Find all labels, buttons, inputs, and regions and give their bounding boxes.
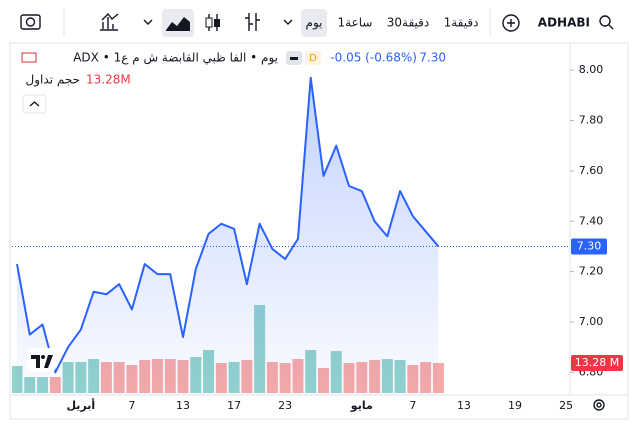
x-tick-label: 7: [128, 399, 135, 412]
interval[interactable]: يوم: [306, 16, 323, 31]
toolbar: يوم 1ساعة 30دقيقة 1دقيقة ADHABI: [20, 8, 614, 37]
area-icon: [166, 17, 190, 31]
y-tick-label: 7.40: [579, 214, 604, 227]
interval[interactable]: 1دقيقة: [444, 16, 479, 30]
volume-last: 13.28M: [86, 73, 131, 87]
last-volume-box: [571, 355, 623, 372]
bars-button[interactable]: [245, 13, 260, 31]
compare-button[interactable]: [502, 14, 520, 32]
flag-bg: [305, 51, 321, 65]
logo: [21, 52, 37, 63]
interval-menu[interactable]: [283, 19, 293, 25]
symbol[interactable]: ADHABI: [538, 16, 590, 30]
x-tick-label: 13: [457, 399, 471, 412]
tv-logo: [27, 348, 55, 372]
change: -0.05 (-0.68%): [330, 51, 417, 65]
x-tick-label: 25: [559, 399, 573, 412]
candles-button[interactable]: [205, 14, 220, 31]
y-tick-label: 7.00: [579, 315, 604, 328]
last-volume-label: 13.28 M: [575, 356, 619, 369]
y-tick-label: 8.00: [579, 63, 604, 76]
x-tick-label: 13: [176, 399, 190, 412]
price-line: [16, 76, 440, 374]
x-tick-label: مايو: [350, 399, 373, 412]
last-price: 7.30: [419, 51, 446, 65]
last-price-box: [571, 238, 607, 255]
volume-name: حجم تداول: [26, 73, 80, 88]
collapse-button[interactable]: [22, 94, 47, 114]
symbol-title: ADX • 1يوم • الفا ظبي القابضة ش م ع: [73, 51, 278, 66]
x-tick-label: 23: [278, 399, 292, 412]
camera-button[interactable]: [20, 14, 41, 30]
interval-selected[interactable]: [301, 9, 327, 37]
collapse-icon: [29, 101, 40, 107]
y-tick-label: 7.80: [579, 114, 604, 127]
interval[interactable]: 1ساعة: [338, 16, 373, 30]
x-tick-label: أبريل: [66, 398, 95, 412]
chart-type-menu[interactable]: [143, 19, 153, 25]
interval[interactable]: 30دقيقة: [387, 16, 430, 30]
chart-frame: [9, 42, 629, 420]
x-tick-label: 17: [227, 399, 241, 412]
status-dash: [290, 57, 298, 60]
x-tick-label: 19: [508, 399, 522, 412]
flag: D: [309, 53, 317, 64]
plot: [12, 76, 444, 395]
y-tick-label: 7.20: [579, 265, 604, 278]
last-price-label: 7.30: [577, 239, 602, 252]
y-tick-label: 7.60: [579, 164, 604, 177]
area: [17, 77, 439, 395]
x-tick-label: 7: [409, 399, 416, 412]
indicators-button[interactable]: [100, 12, 119, 31]
legend: 7.30 -0.05 (-0.68%) D ADX • 1يوم • الفا …: [21, 51, 446, 114]
search-button[interactable]: [599, 15, 614, 30]
settings-button[interactable]: [593, 399, 605, 411]
